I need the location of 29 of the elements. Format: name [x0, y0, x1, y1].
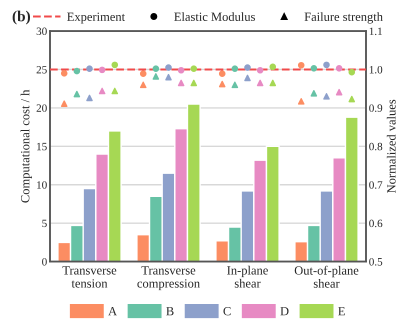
y2-tick-label: 0.7 — [369, 181, 382, 189]
chart-title: (b) — [12, 10, 30, 25]
y-axis-title: Computational cost / h — [20, 90, 32, 203]
legend-label: Experiment — [67, 12, 126, 24]
y-tick-label: 20 — [36, 104, 47, 112]
y-tick-label: 25 — [36, 66, 47, 74]
legend-label: E — [338, 307, 345, 316]
y-tick-label: 15 — [37, 142, 47, 150]
y2-tick-label: 0.5 — [369, 258, 382, 266]
x-tick-label: Transverse tension — [62, 266, 116, 288]
y-tick-label: 30 — [36, 28, 47, 36]
x-tick-label: In-plane shear — [227, 266, 268, 288]
legend-label: C — [223, 306, 231, 316]
text: Failure strength — [304, 12, 383, 24]
legend-label: A — [108, 307, 118, 316]
y2-axis-title: Normalized values — [386, 100, 396, 194]
legend-label: B — [166, 307, 174, 316]
text: Elastic Modulus — [174, 12, 255, 21]
y2-tick-label: 0.9 — [369, 104, 382, 112]
x-tick-label: Out-of-plane shear — [294, 266, 358, 288]
x-tick-label: Transverse compression — [137, 266, 200, 290]
y2-tick-label: 0.8 — [369, 142, 382, 150]
y2-tick-label: 1.0 — [370, 66, 382, 74]
y-tick-label: 10 — [37, 181, 47, 189]
y2-tick-label: 0.6 — [369, 220, 382, 228]
y-tick-label: 5 — [42, 220, 47, 228]
y-tick-label: 0 — [42, 258, 47, 266]
y2-tick-label: 1.1 — [370, 28, 382, 36]
legend-label: D — [280, 307, 289, 316]
